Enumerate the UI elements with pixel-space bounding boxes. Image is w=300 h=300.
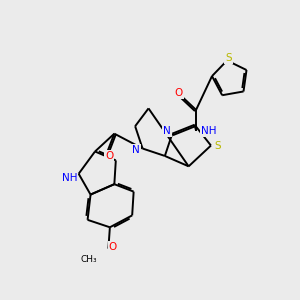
Text: O: O [175, 88, 183, 98]
Text: O: O [109, 242, 117, 252]
Text: S: S [214, 140, 221, 151]
Text: CH₃: CH₃ [81, 256, 98, 265]
Text: O: O [105, 151, 113, 161]
Text: N: N [132, 145, 140, 155]
Text: NH: NH [200, 126, 216, 136]
Text: N: N [163, 126, 171, 136]
Text: NH: NH [62, 173, 77, 183]
Text: S: S [225, 53, 232, 63]
